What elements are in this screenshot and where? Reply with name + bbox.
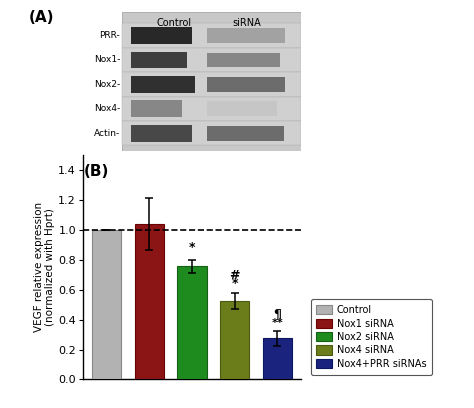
Text: #: #: [229, 269, 240, 282]
Text: (B): (B): [84, 164, 109, 179]
Text: Nox1-: Nox1-: [94, 55, 120, 64]
Bar: [122, 121, 301, 145]
Bar: [177, 266, 207, 379]
Bar: [135, 224, 164, 379]
Bar: [122, 72, 301, 97]
Text: siRNA: siRNA: [232, 18, 261, 28]
Bar: [122, 12, 301, 151]
Y-axis label: VEGF relative expression
(normalized with Hprt): VEGF relative expression (normalized wit…: [34, 202, 55, 332]
Bar: [131, 27, 192, 44]
Text: PRR-: PRR-: [99, 31, 120, 40]
Text: Control: Control: [157, 18, 192, 28]
Bar: [92, 230, 121, 379]
Text: Nox2-: Nox2-: [94, 80, 120, 89]
Bar: [263, 338, 292, 379]
Bar: [122, 48, 301, 72]
Bar: [207, 126, 283, 141]
Bar: [131, 51, 187, 69]
Bar: [207, 77, 285, 92]
Text: Nox4-: Nox4-: [94, 104, 120, 113]
Text: *: *: [189, 241, 195, 254]
Bar: [207, 102, 277, 116]
Bar: [131, 100, 182, 117]
Text: *: *: [231, 277, 238, 290]
Bar: [131, 76, 195, 93]
Text: ¶: ¶: [273, 307, 282, 320]
Text: (A): (A): [28, 10, 54, 25]
Bar: [122, 97, 301, 121]
Bar: [220, 301, 249, 379]
Bar: [207, 53, 280, 67]
Text: **: **: [272, 318, 283, 328]
Legend: Control, Nox1 siRNA, Nox2 siRNA, Nox4 siRNA, Nox4+PRR siRNAs: Control, Nox1 siRNA, Nox2 siRNA, Nox4 si…: [310, 299, 432, 375]
Bar: [131, 125, 192, 142]
Text: Actin-: Actin-: [94, 129, 120, 138]
Bar: [207, 28, 285, 43]
Bar: [122, 23, 301, 48]
